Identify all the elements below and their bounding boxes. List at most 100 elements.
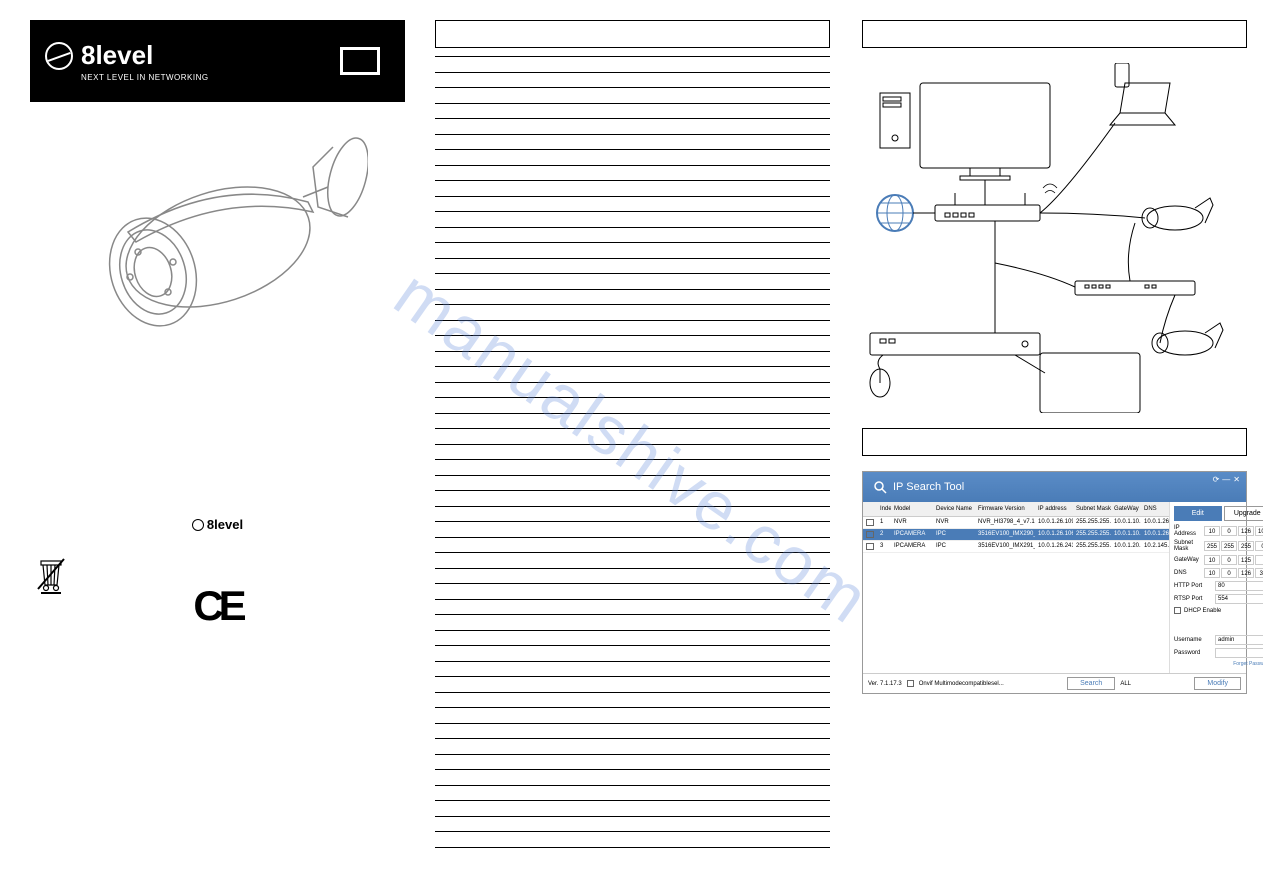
ip-octet-input[interactable]: 10 — [1204, 555, 1220, 565]
weee-icon — [35, 555, 67, 600]
ruled-line — [435, 305, 830, 321]
rtsp-port-input[interactable]: 554 — [1215, 594, 1263, 604]
ruled-line — [435, 429, 830, 445]
column-2 — [435, 20, 830, 848]
ip-octet-input[interactable]: 0 — [1221, 568, 1237, 578]
ruled-line — [435, 662, 830, 678]
col3-section2-header — [862, 428, 1247, 456]
ruled-line — [435, 646, 830, 662]
ruled-line — [435, 677, 830, 693]
language-box — [340, 47, 380, 75]
ruled-line — [435, 274, 830, 290]
ip-octet-input[interactable]: 125 — [1238, 555, 1254, 565]
ruled-line — [435, 460, 830, 476]
ruled-line — [435, 739, 830, 755]
ruled-line — [435, 290, 830, 306]
brand-name: 8level — [81, 40, 153, 71]
tool-title: IP Search Tool — [893, 481, 964, 493]
ip-octet-input[interactable]: 0 — [1221, 526, 1237, 536]
camera-illustration — [30, 117, 405, 337]
ruled-line — [435, 336, 830, 352]
ruled-line — [435, 367, 830, 383]
ruled-line — [435, 600, 830, 616]
ruled-line — [435, 801, 830, 817]
version-label: Ver. 7.1.17.3 — [868, 681, 902, 687]
username-input[interactable]: admin — [1215, 635, 1263, 645]
ruled-line — [435, 104, 830, 120]
ruled-line — [435, 491, 830, 507]
device-table: Index Model Device Name Firmware Version… — [863, 502, 1170, 673]
ip-octet-input[interactable]: 30 — [1255, 568, 1263, 578]
ruled-line — [435, 259, 830, 275]
small-brand-icon — [192, 519, 204, 531]
ruled-line — [435, 57, 830, 73]
all-label: ALL — [1120, 681, 1131, 687]
ip-octet-input[interactable]: 255 — [1204, 541, 1220, 551]
ruled-line — [435, 383, 830, 399]
ruled-line — [435, 553, 830, 569]
ruled-lines-col2 — [435, 56, 830, 848]
col3-section1-header — [862, 20, 1247, 48]
ruled-line — [435, 414, 830, 430]
ruled-line — [435, 569, 830, 585]
ruled-line — [435, 786, 830, 802]
ruled-line — [435, 228, 830, 244]
ip-octet-input[interactable]: 255 — [1238, 541, 1254, 551]
ruled-line — [435, 166, 830, 182]
close-icon[interactable]: ✕ — [1233, 475, 1240, 484]
table-row[interactable]: 1NVRNVRNVR_HI3798_4_v7.1.32...10.0.1.26.… — [863, 517, 1169, 529]
ruled-line — [435, 445, 830, 461]
ce-mark: CE — [30, 582, 405, 630]
col2-section-header — [435, 20, 830, 48]
onvif-checkbox[interactable] — [907, 680, 914, 687]
table-row[interactable]: 3IPCAMERAIPC3516EV100_IMX291_T...10.0.1.… — [863, 541, 1169, 553]
ruled-line — [435, 631, 830, 647]
brand-logo-icon — [45, 42, 73, 70]
ip-octet-input[interactable]: 255 — [1221, 541, 1237, 551]
ip-octet-input[interactable] — [1255, 555, 1263, 565]
ip-search-tool-window: IP Search Tool ⟳ — ✕ Index Model Device … — [862, 471, 1247, 694]
table-header: Index Model Device Name Firmware Version… — [863, 502, 1169, 517]
ip-octet-input[interactable]: 106 — [1255, 526, 1263, 536]
ruled-line — [435, 770, 830, 786]
refresh-icon[interactable]: ⟳ — [1213, 475, 1220, 484]
ruled-line — [435, 119, 830, 135]
ip-octet-input[interactable]: 0 — [1221, 555, 1237, 565]
small-brand-text: 8level — [207, 517, 243, 532]
ruled-line — [435, 197, 830, 213]
ruled-line — [435, 507, 830, 523]
ruled-line — [435, 538, 830, 554]
ruled-line — [435, 243, 830, 259]
tab-upgrade[interactable]: Upgrade — [1224, 506, 1263, 521]
ruled-line — [435, 832, 830, 848]
password-input[interactable] — [1215, 648, 1263, 658]
ruled-line — [435, 522, 830, 538]
ip-octet-input[interactable]: 10 — [1204, 568, 1220, 578]
http-port-input[interactable]: 80 — [1215, 581, 1263, 591]
ip-octet-input[interactable]: 0 — [1255, 541, 1263, 551]
ruled-line — [435, 212, 830, 228]
ruled-line — [435, 615, 830, 631]
search-button[interactable]: Search — [1067, 677, 1115, 690]
column-1: 8level NEXT LEVEL IN NETWORKING — [30, 20, 405, 650]
ip-octet-input[interactable]: 10 — [1204, 526, 1220, 536]
network-diagram — [862, 63, 1247, 413]
table-row[interactable]: 2IPCAMERAIPC3516EV100_IMX290_...10.0.1.2… — [863, 529, 1169, 541]
minimize-icon[interactable]: — — [1222, 475, 1230, 484]
ruled-line — [435, 88, 830, 104]
ruled-line — [435, 708, 830, 724]
tab-edit[interactable]: Edit — [1174, 506, 1222, 521]
brand-header: 8level NEXT LEVEL IN NETWORKING — [30, 20, 405, 102]
ip-octet-input[interactable]: 126 — [1238, 568, 1254, 578]
forget-password-link[interactable]: Forget Password — [1174, 661, 1263, 667]
ruled-line — [435, 724, 830, 740]
ruled-line — [435, 476, 830, 492]
dhcp-checkbox[interactable] — [1174, 607, 1181, 614]
ip-octet-input[interactable]: 126 — [1238, 526, 1254, 536]
modify-button[interactable]: Modify — [1194, 677, 1241, 690]
ruled-line — [435, 352, 830, 368]
search-icon — [873, 480, 887, 494]
ruled-line — [435, 398, 830, 414]
edit-panel: Edit Upgrade IP Address100126106 Subnet … — [1170, 502, 1263, 673]
onvif-label: Onvif Multimodecompatiblesel... — [919, 681, 1004, 687]
